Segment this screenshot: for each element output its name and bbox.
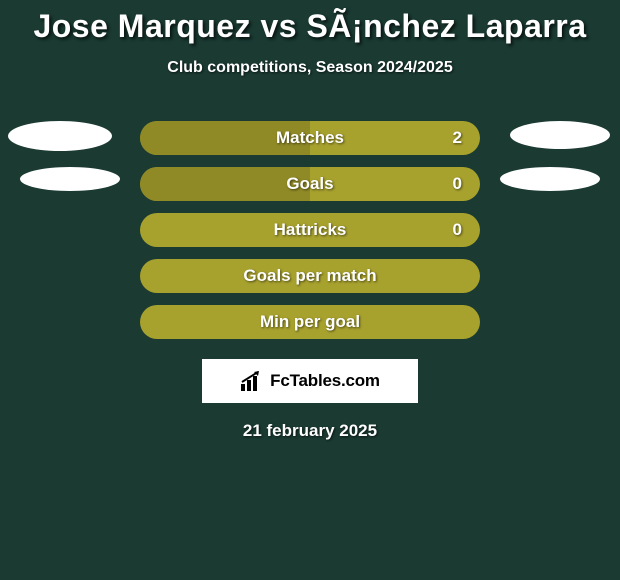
stat-row: Hattricks0	[0, 213, 620, 259]
branding-box[interactable]: FcTables.com	[202, 359, 418, 403]
page-title: Jose Marquez vs SÃ¡nchez Laparra	[0, 8, 620, 45]
stat-bar-bg: Min per goal	[140, 305, 480, 339]
stat-value: 0	[453, 213, 462, 247]
stat-row: Goals per match	[0, 259, 620, 305]
page-subtitle: Club competitions, Season 2024/2025	[0, 59, 620, 77]
date-label: 21 february 2025	[0, 421, 620, 441]
stat-label: Goals per match	[140, 259, 480, 293]
stat-value: 0	[453, 167, 462, 201]
stat-bar: Min per goal	[140, 305, 480, 339]
stat-label: Goals	[140, 167, 480, 201]
stat-row: Matches2	[0, 121, 620, 167]
stat-label: Matches	[140, 121, 480, 155]
stat-label: Min per goal	[140, 305, 480, 339]
stat-bar: Goals per match	[140, 259, 480, 293]
stat-value: 2	[453, 121, 462, 155]
stat-label: Hattricks	[140, 213, 480, 247]
stat-bar-bg: Matches2	[140, 121, 480, 155]
stat-bar: Hattricks0	[140, 213, 480, 247]
stat-row: Min per goal	[0, 305, 620, 351]
branding-text: FcTables.com	[270, 371, 380, 391]
stat-bar: Goals0	[140, 167, 480, 201]
player-marker-right	[500, 167, 600, 191]
stat-bar: Matches2	[140, 121, 480, 155]
stat-row: Goals0	[0, 167, 620, 213]
stat-bar-bg: Hattricks0	[140, 213, 480, 247]
player-marker-left	[8, 121, 112, 151]
stats-card: Jose Marquez vs SÃ¡nchez Laparra Club co…	[0, 0, 620, 441]
chart-arrow-icon	[240, 370, 264, 392]
player-marker-right	[510, 121, 610, 149]
stat-bar-bg: Goals0	[140, 167, 480, 201]
stats-list: Matches2Goals0Hattricks0Goals per matchM…	[0, 121, 620, 351]
stat-bar-bg: Goals per match	[140, 259, 480, 293]
player-marker-left	[20, 167, 120, 191]
